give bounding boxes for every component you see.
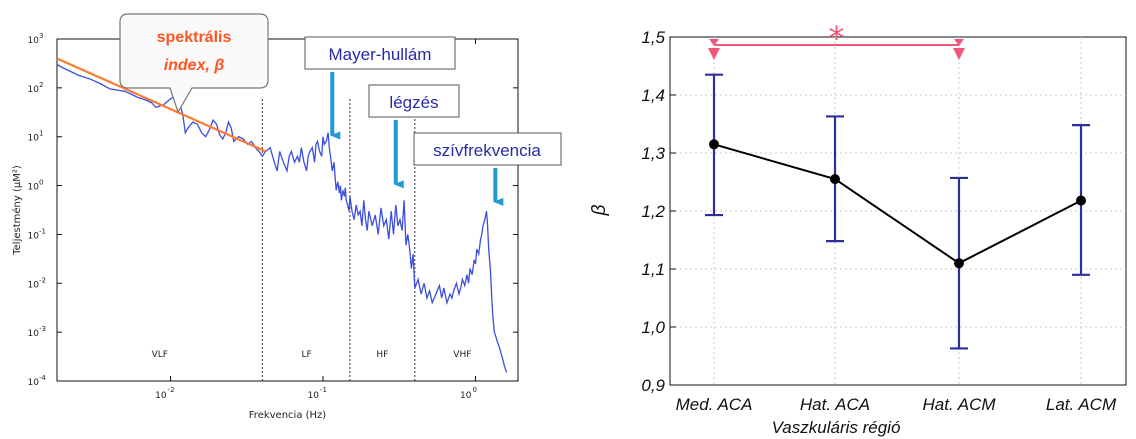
beta-data-point [830, 174, 840, 185]
beta-y-tick-label: 1,0 [641, 318, 665, 337]
spectrum-y-tick-label: 10 [28, 36, 40, 46]
spectrum-y-tick-exponent: 1 [39, 130, 43, 138]
spectrum-x-tick-exponent: -2 [168, 386, 175, 394]
annotation-mayer: Mayer-hullám [304, 36, 456, 140]
annotation-breathing: légzés [368, 84, 460, 189]
callout-line-2: index, β [164, 57, 225, 74]
significance-end-marker [954, 39, 964, 46]
beta-x-axis-label: Vaszkuláris régió [772, 418, 901, 437]
band-label: HF [376, 350, 388, 360]
beta-chart: 0,9 1,0 1,1 1,2 1,3 1,4 1,5 Med. ACA Hat. ACA Ha… [589, 19, 1127, 437]
spectrum-x-axis-label: Frekvencia (Hz) [249, 410, 327, 421]
annotation-mayer-label: Mayer-hullám [329, 45, 432, 64]
spectrum-y-tick-label: 10 [28, 329, 40, 339]
spectrum-x-tick-exponent: -1 [320, 386, 327, 394]
annotation-breathing-label: légzés [389, 93, 438, 112]
spectral-index-fit-line [56, 57, 267, 153]
beta-y-tick-label: 1,1 [641, 260, 665, 279]
spectrum-y-tick-exponent: 2 [39, 81, 43, 89]
beta-data-point [954, 258, 964, 269]
beta-x-tick-label: Hat. ACM [922, 395, 996, 414]
annotation-heart-rate: szívfrekvencia [413, 132, 562, 206]
beta-plot-area [669, 36, 1127, 386]
spectrum-y-tick-label: 10 [28, 280, 40, 290]
band-label: VLF [152, 350, 168, 360]
beta-x-tick-label: Med. ACA [676, 395, 753, 414]
band-label: VHF [453, 350, 471, 360]
significance-star: * [829, 19, 845, 57]
spectrum-y-tick-label: 10 [28, 183, 40, 193]
spectrum-y-axis-label: Teljestmény (μM²) [11, 165, 23, 256]
significance-arrow-head [953, 48, 965, 60]
annotation-heart-rate-label: szívfrekvencia [433, 141, 541, 160]
significance-arrow-head [708, 48, 720, 60]
spectral-index-callout: spektrális index, β [119, 13, 269, 114]
beta-y-tick-label: 0,9 [641, 376, 665, 395]
band-label: LF [301, 350, 311, 360]
beta-data-point [709, 139, 719, 150]
spectrum-y-tick-exponent: -3 [39, 325, 46, 333]
spectrum-series-line [56, 63, 508, 373]
significance-end-marker [709, 39, 719, 46]
spectrum-x-tick-label: 10 [460, 391, 472, 401]
spectrum-x-tick-label: 10 [155, 391, 167, 401]
spectrum-y-tick-exponent: -1 [39, 227, 46, 235]
beta-data-point [1076, 195, 1086, 206]
callout-line-1: spektrális [157, 29, 232, 46]
beta-series-line [713, 143, 1082, 265]
beta-y-tick-label: 1,2 [641, 202, 665, 221]
spectrum-y-tick-label: 10 [28, 85, 40, 95]
spectrum-y-tick-exponent: -2 [39, 276, 46, 284]
spectrum-y-tick-label: 10 [28, 231, 40, 241]
beta-x-tick-label: Hat. ACA [800, 395, 870, 414]
spectrum-x-tick-exponent: 0 [472, 386, 476, 394]
spectrum-y-tick-exponent: 0 [39, 179, 43, 187]
spectrum-y-tick-label: 10 [28, 134, 40, 144]
beta-y-tick-label: 1,3 [641, 144, 665, 163]
beta-x-tick-label: Lat. ACM [1046, 395, 1117, 414]
spectrum-y-tick-exponent: 3 [39, 32, 43, 40]
beta-y-axis-label: β [589, 204, 610, 216]
spectrum-y-tick-label: 10 [28, 378, 40, 388]
beta-y-tick-label: 1,4 [641, 86, 665, 105]
spectrum-y-tick-exponent: -4 [39, 374, 47, 382]
spectrum-x-tick-label: 10 [308, 391, 320, 401]
beta-y-tick-label: 1,5 [641, 28, 665, 47]
